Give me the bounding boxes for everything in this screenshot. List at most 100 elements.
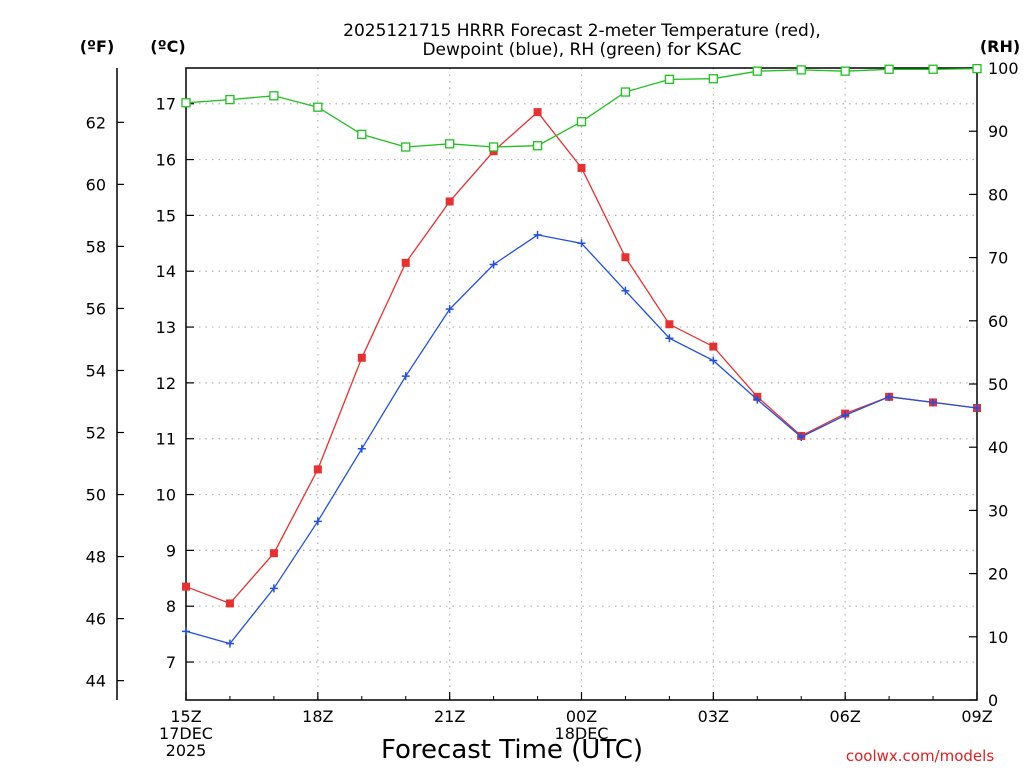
rh-point bbox=[708, 74, 718, 84]
rh-point bbox=[181, 98, 191, 108]
temperature-point bbox=[709, 342, 718, 351]
fahrenheit-tick-label: 48 bbox=[86, 548, 106, 567]
rh-tick-label: 20 bbox=[988, 565, 1008, 584]
fahrenheit-tick-label: 60 bbox=[86, 175, 106, 194]
x-tick-label: 17DEC bbox=[159, 724, 213, 743]
plot-frame bbox=[185, 67, 978, 701]
temperature-point bbox=[621, 253, 630, 262]
temperature-point bbox=[445, 197, 454, 206]
dewpoint-point bbox=[533, 230, 542, 239]
rh-point bbox=[225, 94, 235, 105]
fahrenheit-tick-label: 62 bbox=[86, 113, 106, 132]
x-tick-label: 18Z bbox=[302, 707, 333, 726]
rh-point bbox=[445, 139, 455, 149]
rh-point bbox=[313, 102, 323, 112]
rh-tick-label: 90 bbox=[988, 122, 1008, 141]
rh-point bbox=[928, 64, 938, 74]
rh-tick-label: 60 bbox=[988, 312, 1008, 331]
temperature-point bbox=[269, 549, 278, 558]
series-temperature bbox=[182, 108, 981, 608]
dewpoint-point bbox=[357, 444, 366, 453]
rh-tick-label: 40 bbox=[988, 438, 1008, 457]
dewpoint-point bbox=[885, 392, 894, 401]
chart-title-line-2: Dewpoint (blue), RH (green) for KSAC bbox=[422, 40, 741, 60]
rh-point bbox=[269, 91, 279, 101]
rh-tick-label: 100 bbox=[988, 59, 1019, 78]
celsius-axis-label: (ºC) bbox=[150, 37, 185, 56]
rh-tick-label: 70 bbox=[988, 249, 1008, 268]
rh-point bbox=[401, 142, 411, 152]
x-tick-label: 06Z bbox=[830, 707, 861, 726]
rh-tick-label: 50 bbox=[988, 375, 1008, 394]
dewpoint-point bbox=[577, 239, 586, 248]
dewpoint-point bbox=[445, 305, 454, 314]
temperature-point bbox=[665, 320, 674, 329]
dewpoint-point bbox=[973, 404, 981, 413]
rh-point bbox=[576, 117, 587, 127]
dewpoint-point bbox=[709, 356, 718, 365]
celsius-tick-label: 12 bbox=[156, 374, 176, 393]
fahrenheit-tick-label: 58 bbox=[86, 237, 106, 256]
dewpoint-point bbox=[841, 411, 850, 420]
celsius-tick-label: 14 bbox=[156, 262, 176, 281]
rh-tick-label: 10 bbox=[988, 628, 1008, 647]
temperature-point bbox=[357, 353, 366, 362]
dewpoint-point bbox=[929, 398, 938, 407]
fahrenheit-tick-label: 54 bbox=[86, 361, 106, 380]
dewpoint-point bbox=[225, 639, 234, 648]
dewpoint-point bbox=[797, 433, 806, 442]
temperature-point bbox=[313, 465, 322, 474]
chart-title-line-1: 2025121715 HRRR Forecast 2-meter Tempera… bbox=[343, 21, 821, 41]
x-tick-label: 15Z bbox=[170, 707, 201, 726]
x-axis-label: Forecast Time (UTC) bbox=[381, 735, 643, 765]
fahrenheit-axis-label: (ºF) bbox=[80, 37, 115, 56]
temperature-point bbox=[533, 108, 542, 117]
rh-point bbox=[357, 129, 367, 140]
dewpoint-point bbox=[182, 627, 190, 636]
rh-point bbox=[840, 66, 850, 76]
dewpoint-point bbox=[753, 395, 762, 404]
rh-point bbox=[752, 66, 762, 76]
rh-point bbox=[884, 64, 894, 74]
celsius-tick-label: 10 bbox=[156, 486, 176, 505]
rh-tick-label: 80 bbox=[988, 185, 1008, 204]
rh-axis-label: (RH) bbox=[980, 37, 1020, 56]
x-tick-label: 00Z bbox=[566, 707, 597, 726]
series-dewpoint bbox=[182, 230, 981, 648]
temperature-point bbox=[401, 258, 410, 267]
x-tick-label: 09Z bbox=[961, 707, 992, 726]
celsius-tick-label: 8 bbox=[166, 597, 176, 616]
x-tick-label: 2025 bbox=[166, 741, 207, 760]
x-tick-label: 18DEC bbox=[555, 724, 609, 743]
dewpoint-point bbox=[665, 334, 674, 343]
rh-point bbox=[532, 141, 543, 151]
fahrenheit-tick-label: 52 bbox=[86, 424, 106, 443]
gridlines bbox=[186, 68, 977, 700]
x-tick-label: 03Z bbox=[698, 707, 729, 726]
celsius-tick-label: 7 bbox=[166, 653, 176, 672]
rh-tick-label: 0 bbox=[988, 691, 998, 710]
fahrenheit-tick-label: 50 bbox=[86, 486, 106, 505]
temperature-point bbox=[577, 163, 586, 172]
rh-point bbox=[796, 65, 806, 75]
x-tick-label: 21Z bbox=[434, 707, 465, 726]
fahrenheit-tick-label: 56 bbox=[86, 299, 106, 318]
rh-point bbox=[972, 63, 982, 74]
temperature-point bbox=[225, 599, 234, 608]
rh-tick-label: 30 bbox=[988, 501, 1008, 520]
celsius-tick-label: 9 bbox=[166, 541, 176, 560]
dewpoint-point bbox=[621, 286, 630, 295]
rh-point bbox=[664, 74, 675, 85]
series-rh bbox=[181, 63, 982, 152]
rh-point bbox=[620, 87, 631, 97]
data-series bbox=[181, 63, 982, 648]
axes: 7 8 9 10 11 12 13 14 15 16 17 44 46 48 50 52 54 56 58 60 62 0… bbox=[86, 59, 1019, 760]
fahrenheit-tick-label: 46 bbox=[86, 610, 106, 629]
rh-point bbox=[488, 142, 499, 152]
celsius-tick-label: 15 bbox=[156, 206, 176, 225]
celsius-tick-label: 16 bbox=[156, 151, 176, 170]
celsius-tick-label: 17 bbox=[156, 95, 176, 114]
dewpoint-point bbox=[269, 584, 278, 593]
dewpoint-point bbox=[489, 260, 498, 269]
